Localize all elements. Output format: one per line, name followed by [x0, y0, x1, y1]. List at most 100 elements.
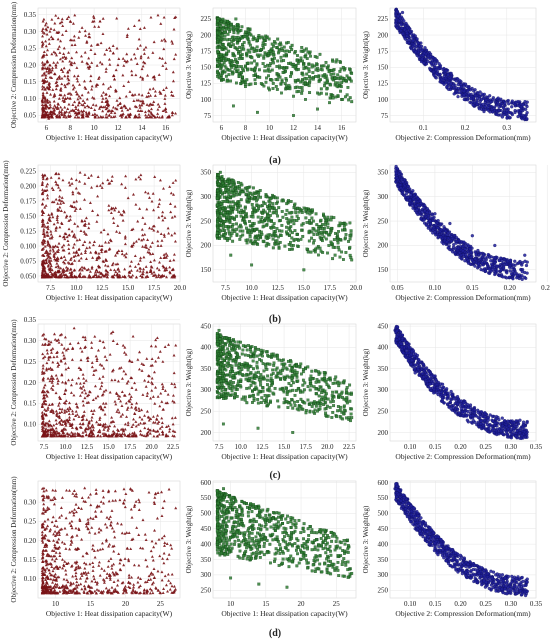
- data-point: [263, 210, 267, 214]
- data-point: [523, 275, 527, 279]
- data-point: [47, 117, 51, 120]
- data-point: [171, 79, 175, 83]
- data-point: [216, 228, 220, 232]
- data-point: [331, 94, 335, 97]
- data-point: [264, 217, 268, 221]
- data-point: [115, 99, 119, 102]
- data-point: [317, 75, 320, 79]
- data-point: [473, 93, 477, 98]
- data-point: [328, 101, 331, 105]
- data-point: [395, 176, 399, 180]
- data-point: [508, 258, 512, 263]
- data-point: [79, 109, 83, 113]
- data-point: [481, 257, 486, 262]
- chart-2-3: 0.050.100.150.200.25150200250300350Objec…: [362, 164, 550, 302]
- data-point: [64, 110, 68, 113]
- data-point: [336, 81, 340, 85]
- data-point: [43, 115, 47, 118]
- data-point: [85, 104, 89, 108]
- data-point: [408, 30, 412, 34]
- data-point: [63, 74, 67, 78]
- data-point: [319, 78, 322, 82]
- data-point: [130, 93, 134, 96]
- data-point: [114, 89, 118, 93]
- data-point: [44, 97, 48, 101]
- data-point: [87, 32, 91, 35]
- data-point: [104, 112, 108, 116]
- data-point: [236, 35, 240, 39]
- data-point: [59, 105, 63, 109]
- data-point: [162, 47, 166, 51]
- data-point: [267, 74, 270, 78]
- data-point: [235, 232, 239, 236]
- data-point: [65, 17, 69, 20]
- data-point: [272, 53, 276, 57]
- data-point: [230, 191, 234, 195]
- data-point: [221, 33, 224, 37]
- data-point: [161, 109, 165, 112]
- data-point: [87, 35, 91, 38]
- data-point: [348, 234, 352, 237]
- data-point: [76, 92, 80, 96]
- data-point: [515, 273, 520, 278]
- data-point: [233, 202, 237, 206]
- data-point: [223, 213, 227, 217]
- data-point: [104, 92, 108, 96]
- data-point: [449, 82, 453, 86]
- data-point: [138, 103, 142, 107]
- data-point: [66, 76, 70, 80]
- data-point: [347, 98, 351, 102]
- data-point: [439, 228, 443, 232]
- data-point: [73, 13, 77, 17]
- data-point: [475, 102, 479, 106]
- data-point: [139, 54, 143, 58]
- data-point: [217, 60, 221, 64]
- data-point: [108, 49, 112, 52]
- data-point: [40, 29, 44, 32]
- x-tick-label: 17.5: [124, 443, 137, 451]
- data-point: [92, 16, 96, 20]
- data-point: [142, 26, 146, 29]
- data-point: [65, 82, 69, 86]
- data-point: [113, 111, 117, 115]
- data-point: [326, 215, 330, 219]
- data-point: [130, 69, 134, 73]
- data-point: [224, 66, 228, 70]
- x-tick-label: 14: [314, 124, 322, 132]
- data-point: [276, 37, 280, 41]
- x-tick-label: 8: [244, 124, 248, 132]
- data-point: [484, 98, 488, 102]
- y-tick-label: 0.100: [20, 242, 36, 250]
- data-point: [296, 54, 299, 57]
- x-tick-label: 10.0: [59, 443, 72, 451]
- data-point: [444, 69, 448, 73]
- data-point: [248, 50, 252, 54]
- data-point: [56, 60, 60, 64]
- y-tick-label: 75: [204, 112, 212, 120]
- data-point: [261, 62, 265, 66]
- data-point: [461, 249, 465, 253]
- data-point: [272, 40, 276, 43]
- data-point: [271, 202, 275, 206]
- data-point: [306, 250, 310, 254]
- data-point: [520, 274, 524, 278]
- data-point: [274, 208, 278, 212]
- data-point: [71, 87, 75, 91]
- data-point: [287, 199, 291, 203]
- data-point: [451, 236, 455, 241]
- data-point: [221, 226, 225, 230]
- data-point: [489, 259, 493, 263]
- data-point: [53, 51, 57, 55]
- data-point: [74, 107, 78, 111]
- data-point: [60, 17, 64, 21]
- data-point: [122, 84, 126, 88]
- data-point: [49, 35, 53, 39]
- data-point: [452, 85, 456, 90]
- data-point: [310, 63, 314, 67]
- y-axis-label: Objective 3: Weight(kg): [362, 189, 370, 257]
- x-tick-label: 0.10: [429, 284, 442, 292]
- data-point: [67, 15, 71, 19]
- data-point: [305, 221, 309, 224]
- data-point: [232, 204, 236, 208]
- data-point: [274, 84, 278, 88]
